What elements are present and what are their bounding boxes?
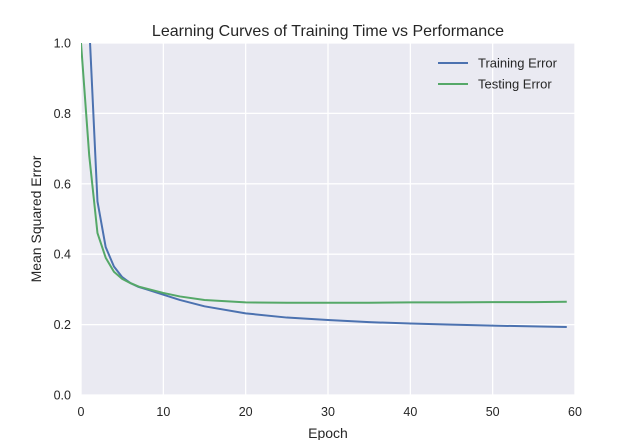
series-line-testing-error xyxy=(81,43,567,304)
x-tick-label: 30 xyxy=(321,405,335,419)
y-tick-label: 0.4 xyxy=(54,248,71,262)
grid xyxy=(80,42,576,396)
x-axis-label: Epoch xyxy=(308,425,348,440)
x-tick-label: 10 xyxy=(156,405,170,419)
y-tick-label: 1.0 xyxy=(54,37,71,51)
y-tick-labels: 0.0 0.2 0.4 0.6 0.8 1.0 xyxy=(54,37,71,403)
x-tick-label: 20 xyxy=(239,405,253,419)
y-axis-label: Mean Squared Error xyxy=(28,155,44,282)
x-tick-label: 40 xyxy=(403,405,417,419)
x-tick-labels: 0 10 20 30 40 50 60 xyxy=(78,405,582,419)
x-tick-label: 0 xyxy=(78,405,85,419)
plot-area xyxy=(81,43,567,329)
legend-entry: Testing Error xyxy=(478,77,552,92)
x-tick-label: 60 xyxy=(568,405,582,419)
y-tick-label: 0.8 xyxy=(54,107,71,121)
legend: Training Error Testing Error xyxy=(438,56,558,92)
x-tick-label: 50 xyxy=(486,405,500,419)
legend-entry: Training Error xyxy=(478,56,558,71)
y-tick-label: 0.0 xyxy=(54,389,71,403)
series-line-training-error xyxy=(89,43,567,329)
chart-title: Learning Curves of Training Time vs Perf… xyxy=(152,23,504,40)
y-tick-label: 0.6 xyxy=(54,177,71,191)
y-tick-label: 0.2 xyxy=(54,318,71,332)
